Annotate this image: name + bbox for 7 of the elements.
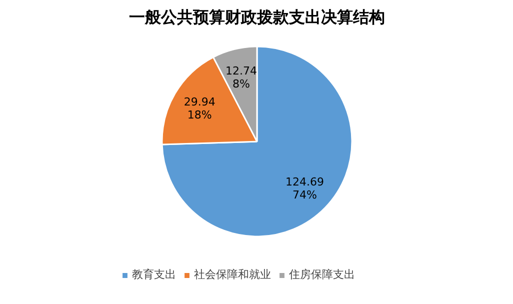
- legend-label: 社会保障和就业: [194, 267, 271, 282]
- chart-title: 一般公共预算财政拨款支出决算结构: [129, 8, 385, 26]
- legend-label: 住房保障支出: [289, 267, 355, 282]
- data-label: 12.74 8%: [226, 64, 258, 90]
- data-label: 124.69 74%: [286, 175, 324, 202]
- legend-label: 教育支出: [132, 267, 176, 282]
- data-label: 29.94 18%: [184, 95, 216, 122]
